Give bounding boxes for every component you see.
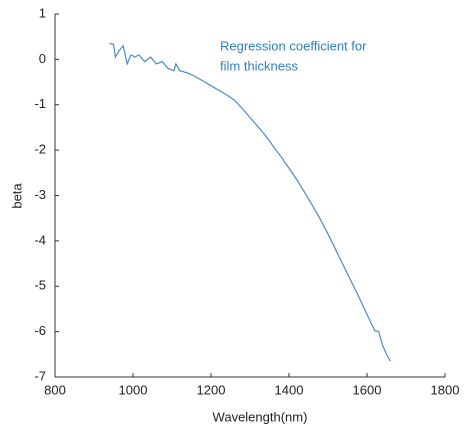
- x-tick-label: 1800: [431, 382, 460, 397]
- y-tick-label: -2: [34, 142, 46, 157]
- x-tick-label: 1200: [197, 382, 226, 397]
- x-tick-label: 1000: [119, 382, 148, 397]
- data-line: [109, 42, 391, 362]
- y-tick-label: -7: [34, 368, 46, 383]
- y-tick-label: 0: [39, 51, 46, 66]
- y-tick-label: -1: [34, 96, 46, 111]
- y-axis-label: beta: [9, 183, 24, 209]
- annotation: film thickness: [220, 58, 299, 73]
- y-tick-label: -5: [34, 278, 46, 293]
- x-tick-label: 800: [44, 382, 66, 397]
- x-axis-label: Wavelength(nm): [213, 409, 308, 424]
- x-tick-label: 1400: [275, 382, 304, 397]
- x-tick-label: 1600: [353, 382, 382, 397]
- y-tick-label: 1: [39, 5, 46, 20]
- y-tick-label: -4: [34, 232, 46, 247]
- y-tick-label: -3: [34, 187, 46, 202]
- annotation: Regression coefficient for: [220, 38, 367, 53]
- y-tick-label: -6: [34, 323, 46, 338]
